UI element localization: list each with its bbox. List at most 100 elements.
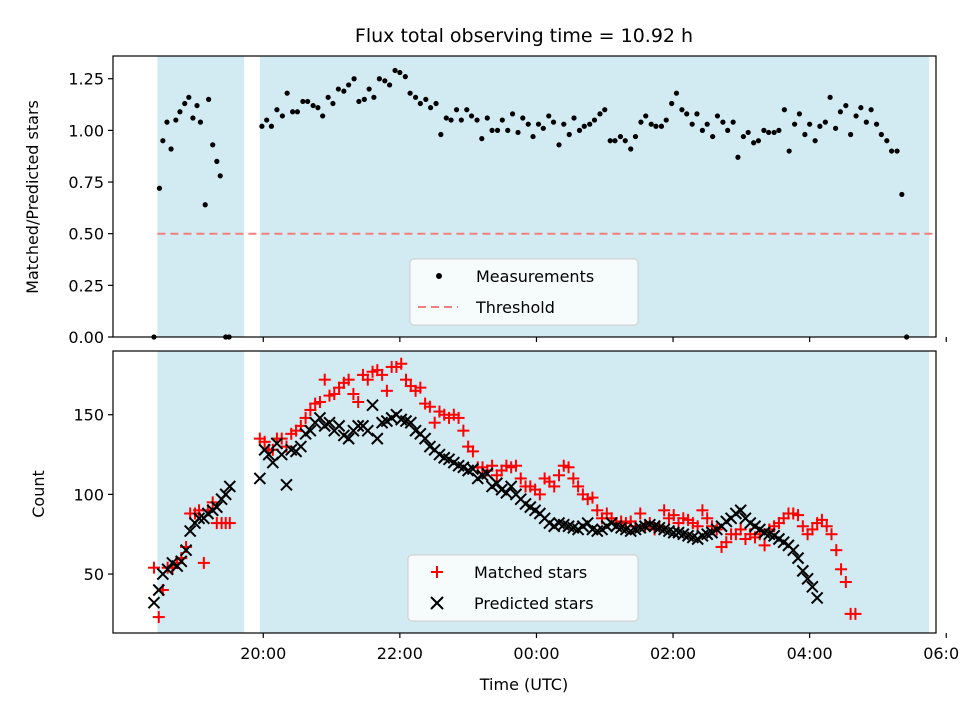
measurement-point bbox=[802, 131, 808, 138]
measurement-point bbox=[792, 121, 798, 127]
matched-legend-label: Matched stars bbox=[474, 563, 587, 582]
measurement-point bbox=[863, 119, 869, 125]
predicted-star-point bbox=[667, 526, 680, 539]
predicted-star-point bbox=[351, 419, 365, 433]
matched-star-point bbox=[806, 523, 819, 536]
measurement-point bbox=[407, 90, 413, 96]
matched-star-point bbox=[591, 504, 604, 517]
matched-star-point bbox=[361, 373, 374, 386]
measurement-point bbox=[217, 173, 223, 179]
matched-star-point bbox=[667, 509, 680, 522]
predicted-star-point bbox=[791, 551, 805, 565]
time-x-tick-label: 02:00 bbox=[650, 644, 696, 663]
measurement-point bbox=[294, 109, 301, 115]
matched-star-point bbox=[701, 512, 714, 525]
matched-star-point bbox=[466, 445, 479, 458]
matched-star-point bbox=[304, 403, 317, 416]
measurement-point bbox=[290, 109, 296, 115]
measurement-point bbox=[853, 113, 859, 119]
predicted-star-point bbox=[313, 411, 327, 425]
measurement-point bbox=[540, 125, 546, 131]
count-y-axis: 50 100 150 bbox=[73, 406, 113, 584]
matched-star-point bbox=[352, 395, 365, 408]
measurement-point bbox=[366, 86, 372, 92]
measurement-point bbox=[817, 123, 823, 129]
predicted-star-point bbox=[332, 419, 346, 433]
measurement-point bbox=[612, 138, 618, 144]
ratio-y-tick-label: 0.75 bbox=[68, 173, 104, 192]
measurement-point bbox=[607, 138, 613, 144]
measurement-point bbox=[812, 138, 818, 144]
measurement-point bbox=[766, 129, 772, 136]
matched-star-point bbox=[849, 607, 862, 620]
observing-interval-bottom-0 bbox=[157, 351, 245, 633]
measurement-point bbox=[210, 142, 216, 148]
measurement-point bbox=[515, 129, 521, 136]
measurement-point bbox=[458, 117, 464, 123]
predicted-star-point bbox=[161, 563, 174, 576]
measurement-point bbox=[335, 86, 341, 92]
chart-title: Flux total observing time = 10.92 h bbox=[355, 25, 693, 47]
measurement-point bbox=[438, 131, 444, 138]
measurement-point bbox=[704, 121, 710, 127]
count-y-tick-label: 50 bbox=[84, 565, 104, 584]
predicted-star-point bbox=[342, 432, 355, 445]
measurement-point bbox=[591, 117, 598, 123]
matched-star-point bbox=[428, 416, 441, 429]
measurement-point bbox=[827, 94, 833, 100]
measurement-point bbox=[417, 100, 423, 107]
matched-star-point bbox=[509, 459, 522, 472]
measurement-point bbox=[509, 111, 516, 117]
measurement-point bbox=[714, 113, 721, 119]
matched-star-point bbox=[720, 536, 733, 549]
measurement-point bbox=[684, 111, 690, 117]
measurement-point bbox=[351, 76, 357, 82]
measurement-point bbox=[730, 119, 736, 125]
measurement-point bbox=[868, 107, 874, 113]
matched-star-point bbox=[457, 424, 470, 437]
measurement-point bbox=[177, 109, 183, 115]
measurement-point bbox=[202, 202, 208, 208]
measurement-point bbox=[489, 127, 495, 133]
measurement-point bbox=[663, 117, 669, 123]
measurement-point bbox=[284, 90, 290, 96]
measurement-point bbox=[751, 140, 757, 146]
measurements-legend-marker bbox=[436, 273, 442, 279]
measurement-point bbox=[550, 119, 557, 125]
predicted-legend-marker bbox=[430, 596, 444, 610]
matched-star-point bbox=[572, 480, 585, 493]
measurements-series bbox=[151, 67, 910, 340]
measurement-point bbox=[602, 107, 608, 113]
predicted-star-point bbox=[179, 543, 193, 557]
predicted-star-point bbox=[175, 555, 188, 568]
matched-star-point bbox=[376, 368, 389, 381]
measurement-point bbox=[776, 127, 782, 133]
x-axis-label: Time (UTC) bbox=[479, 675, 568, 694]
measurement-point bbox=[628, 146, 634, 152]
time-x-tick-label: 20:00 bbox=[240, 644, 286, 663]
measurement-point bbox=[873, 121, 880, 127]
measurement-point bbox=[843, 102, 849, 109]
measurement-point bbox=[648, 121, 654, 127]
measurement-point bbox=[341, 88, 347, 94]
measurement-point bbox=[474, 117, 480, 123]
matched-star-point bbox=[400, 373, 413, 386]
ratio-panel-frame bbox=[112, 55, 937, 338]
measurement-point bbox=[499, 117, 505, 123]
matched-star-point bbox=[815, 513, 828, 526]
measurement-point bbox=[699, 127, 706, 133]
time-x-axis: 20:00 22:00 00:00 02:00 04:00 06:00 bbox=[240, 633, 960, 663]
measurement-point bbox=[525, 121, 531, 127]
measurement-point bbox=[361, 96, 367, 102]
measurement-point bbox=[197, 119, 204, 125]
predicted-star-point bbox=[253, 472, 267, 485]
measurement-point bbox=[468, 113, 475, 119]
measurement-point bbox=[761, 127, 767, 133]
measurement-point bbox=[587, 121, 593, 127]
measurement-point bbox=[320, 113, 326, 119]
measurement-point bbox=[576, 127, 583, 133]
ratio-y-tick-label: 1.25 bbox=[68, 70, 104, 89]
matched-star-point bbox=[792, 509, 805, 522]
predicted-star-point bbox=[147, 596, 161, 609]
